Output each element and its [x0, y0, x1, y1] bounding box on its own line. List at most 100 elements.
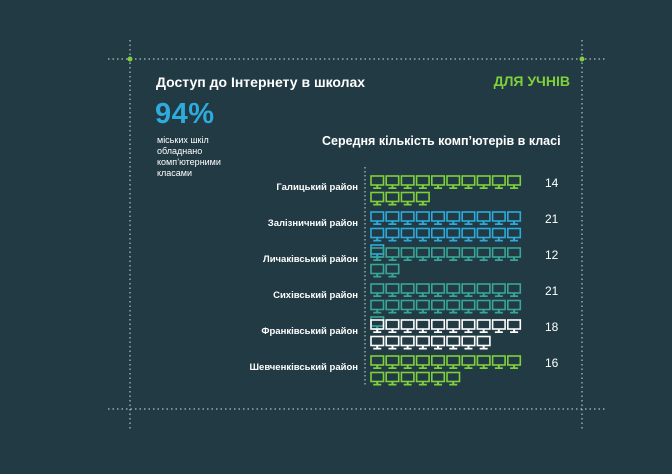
category-label: Галицький район — [276, 182, 358, 193]
stat-description: міських шкіл обладнано комп’ютерними кла… — [157, 135, 221, 178]
bar-6 — [370, 355, 522, 386]
value-label: 16 — [545, 356, 559, 370]
monitor-icon — [491, 299, 506, 314]
monitor-icon — [385, 191, 400, 206]
monitor-icon — [400, 247, 415, 261]
monitor-icon — [370, 211, 385, 225]
category-label: Сихівський район — [273, 290, 358, 301]
monitor-icon — [506, 227, 522, 242]
monitor-icon — [370, 319, 385, 333]
monitor-icon — [476, 227, 491, 242]
monitor-icon — [415, 227, 430, 242]
monitor-icon — [385, 283, 400, 297]
monitor-icon — [415, 335, 430, 350]
monitor-icon — [385, 247, 400, 261]
monitor-icon — [370, 371, 385, 386]
category-label: Франківський район — [261, 326, 358, 337]
monitor-icon — [370, 263, 385, 278]
monitor-icon — [491, 211, 506, 225]
value-label: 12 — [545, 248, 559, 262]
page-title: Доступ до Інтернету в школах — [156, 74, 366, 90]
monitor-icon — [370, 355, 385, 369]
monitor-icon — [506, 319, 522, 333]
monitor-icon — [385, 211, 400, 225]
monitor-icon — [370, 335, 385, 350]
monitor-icon — [370, 191, 385, 206]
monitor-icon — [385, 371, 400, 386]
audience-badge: ДЛЯ УЧНІВ — [493, 73, 570, 89]
monitor-icon — [461, 283, 476, 297]
monitor-icon — [446, 299, 461, 314]
monitor-icon — [385, 335, 400, 350]
monitor-icon — [430, 227, 446, 242]
bar-3 — [370, 247, 522, 278]
monitor-icon — [476, 319, 491, 333]
monitor-icon — [476, 211, 491, 225]
monitor-icon — [506, 283, 522, 297]
stat-value: 94% — [155, 98, 215, 130]
monitor-icon — [370, 227, 385, 242]
category-label: Личаківський район — [263, 254, 358, 265]
monitor-icon — [415, 175, 430, 189]
monitor-icon — [430, 355, 446, 369]
monitor-icon — [415, 371, 430, 386]
monitor-icon — [400, 191, 415, 206]
monitor-icon — [370, 244, 385, 258]
monitor-icon — [430, 371, 446, 386]
monitor-icon — [461, 335, 476, 350]
monitor-icon — [370, 283, 385, 297]
bar-5 — [370, 319, 522, 350]
monitor-icon — [430, 283, 446, 297]
monitor-icon — [446, 247, 461, 261]
monitor-icon — [400, 319, 415, 333]
monitor-icon — [476, 335, 491, 350]
monitor-icon — [415, 191, 430, 206]
monitor-icon — [430, 175, 446, 189]
monitor-icon — [476, 247, 491, 261]
category-label: Шевченківський район — [249, 362, 358, 373]
monitor-icon — [400, 355, 415, 369]
monitor-icon — [461, 319, 476, 333]
monitor-icon — [461, 227, 476, 242]
monitor-icon — [476, 299, 491, 314]
monitor-icon — [446, 335, 461, 350]
monitor-icon — [476, 175, 491, 189]
monitor-icon — [400, 335, 415, 350]
chart-title: Середня кількість комп’ютерів в класі — [322, 134, 561, 148]
monitor-icon — [415, 299, 430, 314]
monitor-icon — [461, 247, 476, 261]
monitor-icon — [506, 211, 522, 225]
monitor-icon — [385, 263, 400, 278]
monitor-icon — [385, 319, 400, 333]
monitor-icon — [476, 283, 491, 297]
monitor-icon — [415, 355, 430, 369]
monitor-icon — [430, 319, 446, 333]
monitor-icon — [430, 211, 446, 225]
monitor-icon — [491, 227, 506, 242]
value-label: 18 — [545, 320, 559, 334]
monitor-icon — [370, 247, 385, 261]
monitor-icon — [400, 299, 415, 314]
monitor-icon — [430, 335, 446, 350]
monitor-icon — [491, 283, 506, 297]
monitor-icon — [491, 175, 506, 189]
monitor-icon — [491, 319, 506, 333]
monitor-icon — [446, 371, 461, 386]
category-label: Залізничний район — [268, 218, 359, 229]
monitor-icon — [430, 247, 446, 261]
value-label: 21 — [545, 284, 559, 298]
monitor-icon — [446, 319, 461, 333]
monitor-icon — [430, 299, 446, 314]
monitor-icon — [415, 283, 430, 297]
monitor-icon — [415, 247, 430, 261]
monitor-icon — [446, 211, 461, 225]
monitor-icon — [506, 175, 522, 189]
monitor-icon — [400, 371, 415, 386]
monitor-icon — [415, 319, 430, 333]
monitor-icon — [446, 227, 461, 242]
monitor-icon — [476, 355, 491, 369]
monitor-icon — [461, 211, 476, 225]
bar-2 — [370, 211, 522, 258]
